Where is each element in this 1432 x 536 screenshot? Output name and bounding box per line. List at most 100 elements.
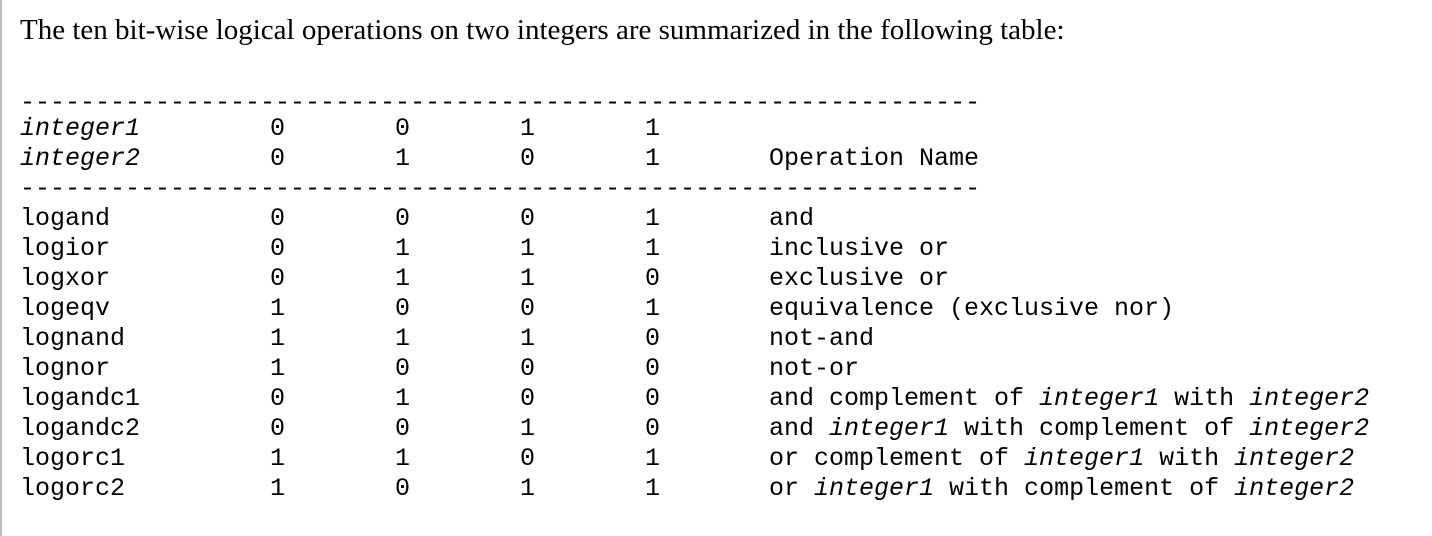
header-value: 0 (520, 144, 536, 173)
operation-text: exclusive or (769, 264, 950, 293)
operation-text: with (1144, 444, 1235, 473)
bit-value: 1 (645, 444, 661, 473)
operation-name: not-and (769, 324, 874, 354)
table-row: logandc1 0 1 0 0 and complement of integer1 w… (20, 384, 1420, 414)
bit-value: 0 (645, 354, 661, 383)
operation-text: or (769, 474, 815, 503)
bit-value: 1 (520, 234, 536, 263)
intro-paragraph: The ten bit-wise logical operations on t… (20, 14, 1065, 46)
bit-value: 0 (395, 414, 411, 443)
function-name: logior (20, 234, 111, 263)
bit-value: 0 (520, 354, 536, 383)
operand-reference: integer1 (1039, 384, 1160, 413)
operand-reference: integer1 (1024, 444, 1145, 473)
operand-reference: integer2 (1234, 474, 1355, 503)
operation-name: or complement of integer1 with integer2 (769, 444, 1354, 474)
bit-value: 1 (645, 474, 661, 503)
function-name: lognand (20, 324, 126, 353)
operation-text: not-or (769, 354, 860, 383)
operation-text: with complement of (934, 474, 1235, 503)
header-value: 1 (395, 144, 411, 173)
function-name: logorc2 (20, 474, 126, 503)
bit-value: 0 (395, 204, 411, 233)
function-name: logorc1 (20, 444, 126, 473)
operation-name-heading: Operation Name (769, 144, 980, 173)
operand-reference: integer2 (1234, 444, 1355, 473)
table-row: logxor 0 1 1 0 exclusive or (20, 264, 1420, 294)
bit-value: 0 (520, 294, 536, 323)
bit-value: 1 (645, 294, 661, 323)
bit-value: 0 (645, 384, 661, 413)
operand-reference: integer1 (814, 474, 935, 503)
table-row: lognand 1 1 1 0 not-and (20, 324, 1420, 354)
function-name: logand (20, 204, 111, 233)
operation-text: with (1159, 384, 1250, 413)
bit-value: 1 (270, 444, 286, 473)
header-row-integer2: integer2 0 1 0 1 Operation Name (20, 144, 1420, 174)
operation-name: and integer1 with complement of integer2 (769, 414, 1369, 444)
bit-value: 1 (270, 324, 286, 353)
operation-name: and (769, 204, 814, 234)
operation-text: inclusive or (769, 234, 950, 263)
bit-value: 1 (520, 264, 536, 293)
operand-reference: integer2 (1249, 384, 1370, 413)
bit-value: 1 (520, 474, 536, 503)
header-value: 0 (270, 114, 286, 143)
bit-value: 0 (395, 294, 411, 323)
table-row: lognor 1 0 0 0 not-or (20, 354, 1420, 384)
operation-text: with complement of (949, 414, 1250, 443)
function-name: logandc2 (20, 414, 141, 443)
operation-name: exclusive or (769, 264, 949, 294)
bit-value: 0 (645, 414, 661, 443)
operation-text: equivalence (exclusive nor) (769, 294, 1175, 323)
operation-name: inclusive or (769, 234, 949, 264)
bit-value: 0 (395, 354, 411, 383)
bit-value: 0 (270, 204, 286, 233)
function-name: logeqv (20, 294, 111, 323)
bit-value: 1 (645, 234, 661, 263)
operand-reference: integer1 (829, 414, 950, 443)
table-row: logorc2 1 0 1 1 or integer1 with complement o… (20, 474, 1420, 504)
header-value: 1 (645, 114, 661, 143)
bit-value: 1 (395, 444, 411, 473)
operation-name: and complement of integer1 with integer2 (769, 384, 1369, 414)
bit-value: 1 (395, 324, 411, 353)
bit-value: 0 (395, 474, 411, 503)
bit-value: 1 (520, 324, 536, 353)
operation-name: or integer1 with complement of integer2 (769, 474, 1354, 504)
bit-value: 1 (395, 264, 411, 293)
operation-text: or complement of (769, 444, 1025, 473)
header-rule: ----------------------------------------… (20, 174, 981, 203)
operand-reference: integer2 (1249, 414, 1370, 443)
operation-text: not-and (769, 324, 875, 353)
header-label-integer1: integer1 (20, 114, 141, 143)
bit-value: 1 (270, 474, 286, 503)
table-row: logandc2 0 0 1 0 and integer1 with complement… (20, 414, 1420, 444)
bit-value: 0 (520, 204, 536, 233)
bit-value: 0 (645, 324, 661, 353)
function-name: logxor (20, 264, 111, 293)
bit-value: 0 (520, 444, 536, 473)
table-row: logand 0 0 0 1 and (20, 204, 1420, 234)
bit-value: 1 (645, 204, 661, 233)
table-row: logeqv 1 0 0 1 equivalence (exclusive nor) (20, 294, 1420, 324)
bit-value: 1 (520, 414, 536, 443)
function-name: lognor (20, 354, 111, 383)
operation-text: and complement of (769, 384, 1040, 413)
bit-value: 0 (270, 264, 286, 293)
operation-name: equivalence (exclusive nor) (769, 294, 1174, 324)
top-rule: ----------------------------------------… (20, 88, 981, 117)
table-row: logior 0 1 1 1 inclusive or (20, 234, 1420, 264)
header-label-integer2: integer2 (20, 144, 141, 173)
operation-text: and (769, 204, 815, 233)
bit-value: 0 (270, 414, 286, 443)
header-value: 1 (520, 114, 536, 143)
header-value: 1 (645, 144, 661, 173)
bit-value: 1 (270, 294, 286, 323)
bit-value: 1 (270, 354, 286, 383)
bit-value: 1 (395, 234, 411, 263)
bit-value: 0 (520, 384, 536, 413)
header-value: 0 (395, 114, 411, 143)
function-name: logandc1 (20, 384, 141, 413)
bit-value: 0 (270, 234, 286, 263)
